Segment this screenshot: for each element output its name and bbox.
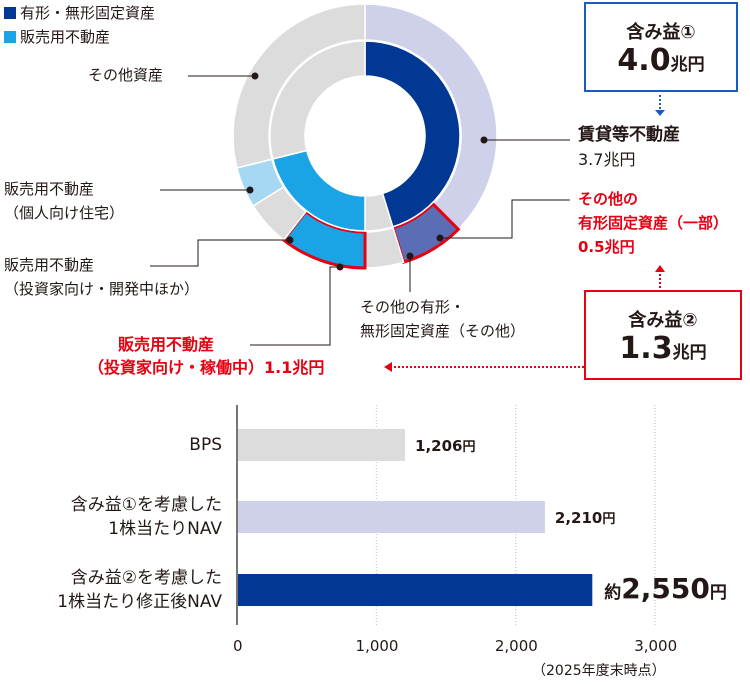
leader-dot bbox=[406, 252, 414, 260]
leader-other-fixed-part bbox=[440, 199, 570, 239]
bar-value-number: 2,550 bbox=[621, 572, 710, 605]
bar-value-label: 2,210円 bbox=[555, 508, 615, 528]
bar-3 bbox=[238, 574, 593, 606]
category-label: 含み益②を考慮した 1株当たり修正後NAV bbox=[57, 566, 222, 614]
label-rental-value: 3.7兆円 bbox=[578, 150, 636, 169]
x-tick-label: 1,000 bbox=[355, 637, 399, 655]
label-other-fixed-part-2: 有形固定資産（一部） bbox=[578, 214, 729, 232]
label-resale-operating-2: （投資家向け・稼働中）1.1兆円 bbox=[88, 358, 325, 377]
label-resale-investor-dev-2: （投資家向け・開発中ほか） bbox=[4, 280, 200, 298]
leader-dot bbox=[251, 72, 259, 80]
donut-inner-other-assets bbox=[269, 40, 366, 160]
category-label-line: 含み益①を考慮した bbox=[70, 495, 222, 515]
gain-box-1-unit: 兆円 bbox=[670, 55, 705, 75]
leader-dot bbox=[480, 136, 488, 144]
bar-2 bbox=[238, 501, 545, 533]
leader-resale-investor-dev bbox=[150, 239, 290, 267]
gain-box-1: 含み益① 4.0兆円 bbox=[584, 2, 738, 92]
leader-resale-operating bbox=[250, 266, 340, 346]
x-tick-label: 0 bbox=[233, 637, 243, 655]
legend-swatch-navy bbox=[4, 6, 16, 19]
bar-1 bbox=[238, 429, 406, 461]
label-resale-operating-1: 販売用不動産 bbox=[118, 335, 215, 354]
gain-box-2-unit: 兆円 bbox=[672, 343, 707, 363]
bar-value-number: 2,210 bbox=[554, 509, 603, 527]
gain-box-2-value-wrap: 1.3兆円 bbox=[586, 332, 740, 370]
bar-value-unit: 円 bbox=[462, 440, 476, 455]
legend-item-resale-property: 販売用不動産 bbox=[4, 26, 110, 47]
label-other-fixed-other-1: その他の有形・ bbox=[360, 298, 466, 316]
donut-rings bbox=[232, 3, 498, 270]
category-label-line: 含み益②を考慮した bbox=[70, 568, 222, 588]
label-resale-investor-dev-1: 販売用不動産 bbox=[4, 256, 95, 274]
x-tick-label: 3,000 bbox=[634, 637, 678, 655]
bar-value-prefix: 約 bbox=[604, 583, 622, 603]
bar-value-label: 1,206円 bbox=[415, 436, 475, 456]
bar-value-number: 1,206 bbox=[415, 437, 463, 455]
label-resale-individual-2: （個人向け住宅） bbox=[4, 204, 125, 222]
leader-dot bbox=[246, 186, 254, 194]
category-label-line: 1株当たりNAV bbox=[108, 519, 222, 539]
arrow-gain1-head bbox=[655, 110, 665, 116]
label-other-fixed-part-1: その他の bbox=[578, 190, 639, 208]
gain-box-1-value-wrap: 4.0兆円 bbox=[586, 44, 736, 82]
leader-dot bbox=[286, 236, 294, 244]
gain-box-2-value: 1.3 bbox=[619, 331, 673, 366]
leader-lines bbox=[150, 72, 570, 346]
leader-dot bbox=[436, 234, 444, 242]
legend-item-fixed-assets: 有形・無形固定資産 bbox=[4, 2, 155, 23]
bar-value-unit: 円 bbox=[602, 512, 616, 527]
category-label: BPS bbox=[189, 433, 222, 457]
legend-swatch-cyan bbox=[4, 30, 16, 43]
label-other-fixed-part-value: 0.5兆円 bbox=[578, 238, 635, 256]
date-note: （2025年度末時点） bbox=[532, 663, 666, 679]
category-label-line: 1株当たり修正後NAV bbox=[57, 592, 222, 612]
label-other-fixed-other-2: 無形固定資産（その他） bbox=[360, 322, 526, 340]
donut-outer-rental bbox=[364, 3, 498, 231]
category-label-line: BPS bbox=[189, 435, 222, 455]
arrow-gain2-left-head bbox=[384, 362, 392, 372]
bar-value-label: 約2,550円 bbox=[604, 572, 727, 605]
gain-box-2-title: 含み益② bbox=[628, 310, 698, 331]
bar-value-unit: 円 bbox=[709, 583, 727, 603]
gain-box-1-value: 4.0 bbox=[617, 43, 671, 78]
legend-label: 販売用不動産 bbox=[20, 28, 111, 46]
label-resale-individual-1: 販売用不動産 bbox=[4, 180, 95, 198]
label-other-assets: その他資産 bbox=[88, 66, 164, 84]
nav-bar-chart bbox=[236, 405, 656, 625]
leader-dot bbox=[336, 263, 344, 271]
gain-box-1-title: 含み益① bbox=[626, 22, 696, 43]
donut-outer-other-assets bbox=[232, 3, 366, 169]
category-label: 含み益①を考慮した 1株当たりNAV bbox=[71, 493, 222, 541]
x-tick-label: 2,000 bbox=[494, 637, 538, 655]
label-rental-property: 賃貸等不動産 bbox=[578, 125, 680, 145]
donut-inner-fixed-assets bbox=[364, 40, 461, 228]
gain-box-2: 含み益② 1.3兆円 bbox=[584, 290, 742, 380]
arrow-gain2-head bbox=[655, 265, 665, 272]
legend-label: 有形・無形固定資産 bbox=[20, 4, 156, 22]
